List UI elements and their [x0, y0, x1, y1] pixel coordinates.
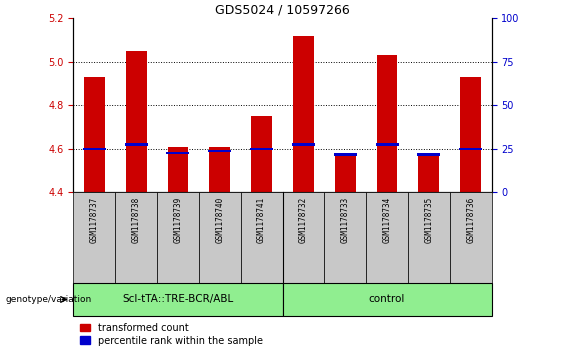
Text: GSM1178733: GSM1178733 — [341, 197, 350, 243]
Bar — [334, 153, 357, 156]
Bar — [251, 116, 272, 192]
Bar — [282, 283, 492, 316]
Bar — [450, 192, 492, 283]
Bar — [83, 147, 106, 150]
Text: ScI-tTA::TRE-BCR/ABL: ScI-tTA::TRE-BCR/ABL — [123, 294, 233, 305]
Legend: transformed count, percentile rank within the sample: transformed count, percentile rank withi… — [79, 321, 264, 347]
Bar — [408, 192, 450, 283]
Text: GSM1178738: GSM1178738 — [132, 197, 141, 243]
Bar — [167, 152, 189, 155]
Bar — [460, 77, 481, 192]
Bar — [418, 155, 440, 192]
Bar — [115, 192, 157, 283]
Bar — [324, 192, 366, 283]
Bar — [377, 55, 398, 192]
Bar — [84, 77, 105, 192]
Bar — [282, 192, 324, 283]
Text: GSM1178741: GSM1178741 — [257, 197, 266, 243]
Bar — [376, 143, 398, 146]
Title: GDS5024 / 10597266: GDS5024 / 10597266 — [215, 4, 350, 17]
Bar — [125, 51, 147, 192]
Bar — [209, 147, 231, 192]
Bar — [459, 147, 482, 150]
Text: genotype/variation: genotype/variation — [6, 295, 92, 304]
Bar — [73, 192, 115, 283]
Text: GSM1178732: GSM1178732 — [299, 197, 308, 243]
Text: GSM1178734: GSM1178734 — [383, 197, 392, 243]
Text: GSM1178735: GSM1178735 — [424, 197, 433, 243]
Bar — [157, 192, 199, 283]
Bar — [292, 143, 315, 146]
Bar — [199, 192, 241, 283]
Text: GSM1178740: GSM1178740 — [215, 197, 224, 243]
Bar — [241, 192, 282, 283]
Text: control: control — [369, 294, 405, 305]
Bar — [334, 155, 356, 192]
Bar — [73, 283, 282, 316]
Bar — [366, 192, 408, 283]
Text: GSM1178736: GSM1178736 — [466, 197, 475, 243]
Bar — [208, 150, 231, 152]
Bar — [250, 147, 273, 150]
Text: GSM1178739: GSM1178739 — [173, 197, 182, 243]
Bar — [167, 147, 189, 192]
Bar — [293, 36, 314, 192]
Bar — [125, 143, 147, 146]
Text: GSM1178737: GSM1178737 — [90, 197, 99, 243]
Bar — [418, 153, 440, 156]
